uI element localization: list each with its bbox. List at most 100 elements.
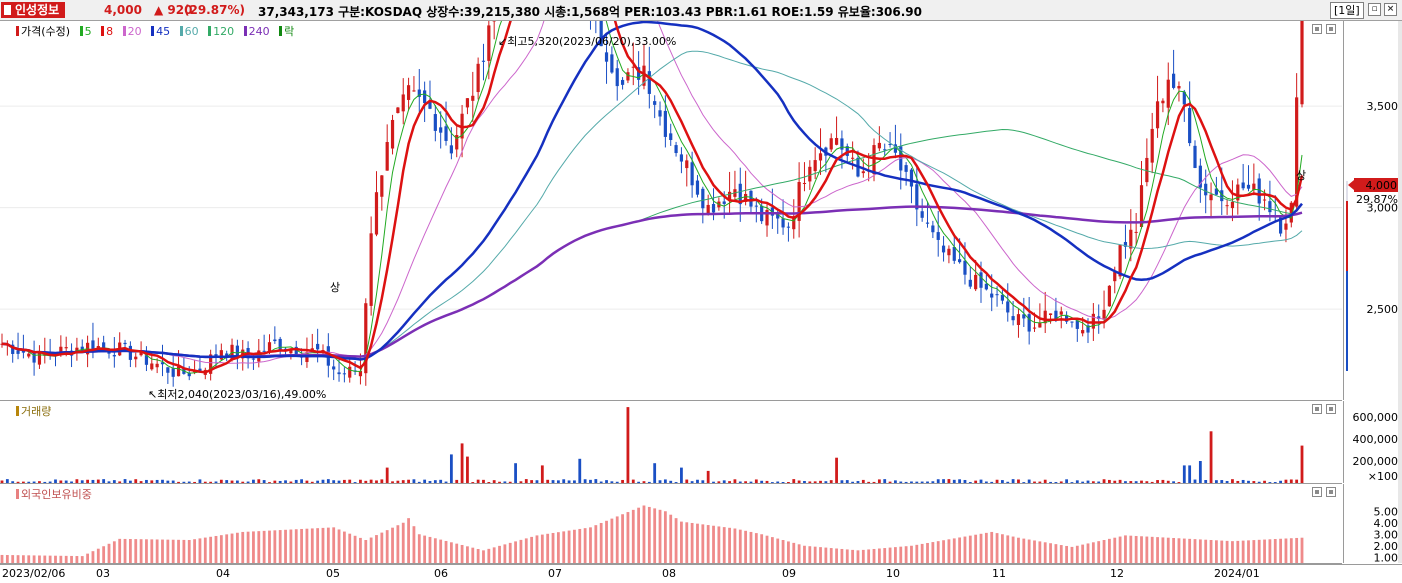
close-icon[interactable]: × xyxy=(1384,3,1397,16)
volume-bar xyxy=(980,480,983,483)
volume-bar xyxy=(386,468,389,483)
foreign-ratio-bar xyxy=(664,511,667,563)
volume-panel[interactable]: 거래량 xyxy=(0,401,1342,484)
candle-body xyxy=(177,367,180,377)
foreign-ratio-bar xyxy=(600,523,603,563)
volume-bar xyxy=(776,482,779,483)
date-label: 04 xyxy=(216,567,230,580)
candle-body xyxy=(450,145,453,153)
volume-bar xyxy=(241,482,244,483)
volume-bar xyxy=(17,482,20,483)
foreign-ratio-bar xyxy=(375,535,378,563)
volume-bar xyxy=(150,480,153,483)
candle-body xyxy=(653,101,656,105)
volume-bar xyxy=(418,482,421,483)
panel-minimize-icon[interactable] xyxy=(1312,24,1322,34)
candle-body xyxy=(963,261,966,275)
price-chart-panel[interactable]: 가격(수정) 5 8 20 45 60 120 240 락 ↙최고5,320(2… xyxy=(0,21,1342,401)
panel-minimize-icon[interactable] xyxy=(1312,487,1322,497)
volume-bar xyxy=(787,482,790,483)
panel-close-icon[interactable] xyxy=(1326,487,1336,497)
candle-body xyxy=(749,191,752,207)
volume-bar xyxy=(873,482,876,483)
volume-bar xyxy=(1188,465,1191,483)
foreign-ratio-bar xyxy=(691,523,694,563)
volume-bar xyxy=(182,482,185,483)
foreign-ratio-bar xyxy=(498,546,501,563)
foreign-ratio-bar xyxy=(150,539,153,563)
volume-bar xyxy=(1038,482,1041,483)
candle-body xyxy=(396,107,399,113)
foreign-ratio-bar xyxy=(1017,538,1020,563)
foreign-ratio-bar xyxy=(1055,544,1058,563)
volume-bar xyxy=(1081,482,1084,483)
foreign-ratio-bar xyxy=(915,545,918,563)
volume-bars[interactable] xyxy=(0,401,1342,483)
foreign-ratio-bar xyxy=(134,539,137,563)
volume-bar xyxy=(439,480,442,483)
panel-close-icon[interactable] xyxy=(1326,404,1336,414)
period-selector[interactable]: [1일] xyxy=(1330,2,1364,19)
foreign-ratio-bar xyxy=(434,538,437,563)
foreign-ratio-bar xyxy=(1140,536,1143,563)
panel-minimize-icon[interactable] xyxy=(1312,404,1322,414)
date-label: 03 xyxy=(96,567,110,580)
volume-bar xyxy=(562,479,565,483)
volume-bar xyxy=(862,480,865,483)
foreign-ratio-bar xyxy=(974,535,977,563)
volume-bar xyxy=(744,481,747,483)
volume-bar xyxy=(771,482,774,483)
candle-body xyxy=(332,366,335,369)
stock-info-bar: 인성정보 4,000 ▲ 920 (29.87%) 37,343,173 구분:… xyxy=(0,0,1402,21)
volume-bar xyxy=(1210,431,1213,483)
price-legend: 가격(수정) 5 8 20 45 60 120 240 락 xyxy=(16,23,300,39)
vertical-scrollbar[interactable] xyxy=(1398,21,1402,563)
volume-bar xyxy=(380,479,383,483)
volume-bar xyxy=(696,480,699,483)
stock-name[interactable]: 인성정보 xyxy=(1,2,65,18)
foreign-ratio-bar xyxy=(594,525,597,563)
volume-tick-label: 600,000 xyxy=(1353,411,1399,424)
foreign-ratio-bar xyxy=(787,541,790,563)
volume-bar xyxy=(659,480,662,483)
volume-bar xyxy=(225,480,228,483)
candle-body xyxy=(343,373,346,374)
candle-body xyxy=(921,211,924,218)
candlestick-chart[interactable]: ↙최고5,320(2023/06/20),33.00%↖최저2,040(2023… xyxy=(0,21,1342,400)
volume-bar xyxy=(846,480,849,483)
foreign-ratio-bar xyxy=(1135,536,1138,563)
foreign-ratio-bar xyxy=(862,550,865,563)
volume-bar xyxy=(1285,480,1288,483)
volume-bar xyxy=(70,482,73,483)
volume-bar xyxy=(1108,480,1111,483)
foreign-ratio-bar xyxy=(824,548,827,563)
foreign-ratio-bar xyxy=(1033,540,1036,563)
volume-bar xyxy=(124,479,127,483)
foreign-ratio-bar xyxy=(589,527,592,563)
foreign-ratio-bar xyxy=(632,510,635,563)
volume-bar xyxy=(808,481,811,483)
legend-marker xyxy=(16,489,19,499)
foreign-ratio-bar xyxy=(1199,539,1202,563)
panel-close-icon[interactable] xyxy=(1326,24,1336,34)
foreign-ratio-bar xyxy=(386,530,389,563)
volume-bar xyxy=(455,480,458,483)
foreign-ratio-bar xyxy=(193,539,196,563)
candle-body xyxy=(808,167,811,182)
restore-icon[interactable]: ▫ xyxy=(1368,3,1381,16)
foreign-ratio-bars[interactable] xyxy=(0,484,1342,563)
foreign-ownership-panel[interactable]: 외국인보유비중 xyxy=(0,484,1342,564)
foreign-ratio-bar xyxy=(755,533,758,563)
foreign-ratio-bar xyxy=(273,530,276,563)
foreign-axis-ticks: 5.004.003.002.001.00 xyxy=(1344,484,1402,563)
volume-bar xyxy=(1279,481,1282,483)
candle-body xyxy=(985,284,988,290)
foreign-ratio-bar xyxy=(792,543,795,563)
volume-bar xyxy=(819,481,822,483)
foreign-ratio-bar xyxy=(38,555,41,563)
candle-body xyxy=(616,68,619,86)
foreign-ratio-bar xyxy=(953,538,956,563)
up-arrow-icon: ▲ xyxy=(154,3,163,17)
volume-bar xyxy=(525,479,528,483)
